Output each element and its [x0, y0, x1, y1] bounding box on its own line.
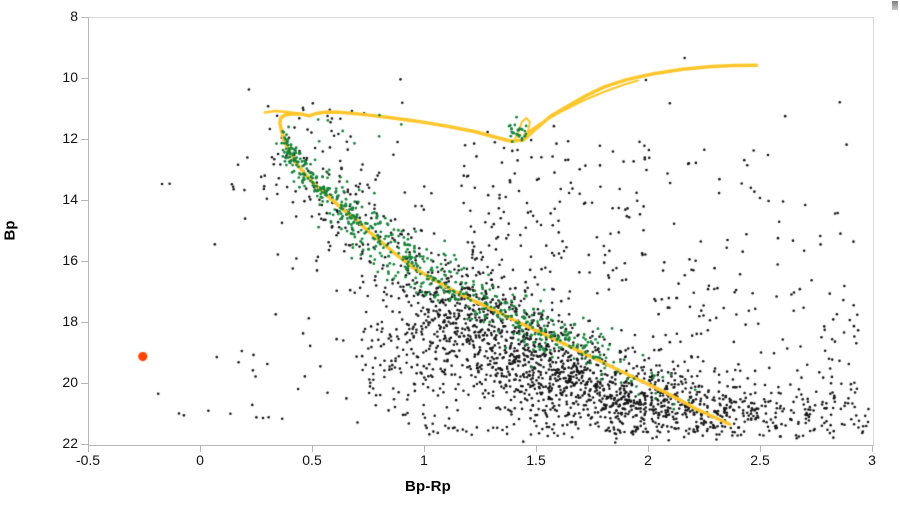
y-tick-label: 22: [62, 435, 78, 451]
x-tick-label: 1.5: [526, 452, 546, 468]
x-tick-label: 2: [644, 452, 652, 468]
x-tick-label: 3: [868, 452, 876, 468]
y-tick: [81, 78, 88, 79]
y-tick: [81, 17, 88, 18]
y-tick: [81, 261, 88, 262]
x-tick: [200, 445, 201, 452]
x-axis-title: Bp-Rp: [405, 478, 451, 495]
x-tick-label: 2.5: [750, 452, 770, 468]
y-tick-label: 14: [62, 191, 78, 207]
y-tick: [81, 139, 88, 140]
plot-area: [88, 17, 874, 446]
x-tick-label: 1: [420, 452, 428, 468]
x-tick: [536, 445, 537, 452]
x-tick: [648, 445, 649, 452]
y-tick-label: 18: [62, 313, 78, 329]
x-tick: [872, 445, 873, 452]
x-tick: [312, 445, 313, 452]
x-tick: [760, 445, 761, 452]
x-tick: [424, 445, 425, 452]
y-tick: [81, 200, 88, 201]
x-tick-label: 0: [196, 452, 204, 468]
y-tick-label: 20: [62, 374, 78, 390]
x-tick: [88, 445, 89, 452]
scrollbar-artifact: [892, 1, 898, 10]
scatter-canvas: [89, 18, 873, 445]
y-tick: [81, 322, 88, 323]
y-tick: [81, 444, 88, 445]
y-tick-label: 10: [62, 69, 78, 85]
y-tick-label: 16: [62, 252, 78, 268]
y-tick-label: 12: [62, 130, 78, 146]
y-tick-label: 8: [70, 8, 78, 24]
x-tick-label: -0.5: [75, 452, 101, 468]
y-axis-title: Bp: [1, 220, 19, 241]
y-tick: [81, 383, 88, 384]
x-tick-label: 0.5: [302, 452, 322, 468]
